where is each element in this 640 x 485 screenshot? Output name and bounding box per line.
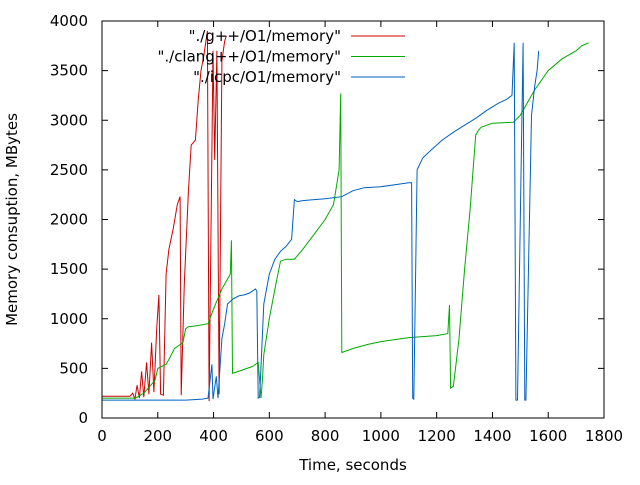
y-tick-label: 2000 [50,211,88,229]
x-tick-label: 400 [199,427,228,445]
x-tick-label: 1400 [473,427,511,445]
x-tick-label: 1200 [418,427,456,445]
series-line-0 [102,30,227,402]
x-tick-label: 800 [311,427,340,445]
y-tick-label: 3500 [50,62,88,80]
y-tick-label: 0 [78,409,88,427]
y-tick-label: 4000 [50,12,88,30]
x-tick-label: 1600 [529,427,567,445]
y-tick-label: 500 [59,359,88,377]
legend-label: "./g++/O1/memory" [189,27,341,45]
y-tick-label: 1500 [50,260,88,278]
series-line-2 [102,42,540,401]
series-line-1 [102,42,589,399]
y-axis-label: Memory consuption, MBytes [3,113,21,326]
legend: "./g++/O1/memory" "./clang++/O1/memory" ".… [157,27,405,86]
x-axis-label: Time, seconds [298,456,407,474]
series-layer [102,30,589,402]
x-tick-label: 0 [97,427,107,445]
y-tick-label: 1000 [50,310,88,328]
ticks-layer: 0 200 400 600 800 1000 1200 1400 1600 1800 0 500 100… [50,12,623,445]
x-tick-label: 1800 [585,427,623,445]
legend-label: "./clang++/O1/memory" [157,48,341,66]
y-tick-label: 2500 [50,161,88,179]
y-tick-label: 3000 [50,111,88,129]
plot-frame [101,20,605,419]
x-tick-label: 200 [143,427,172,445]
legend-label: "./icpc/O1/memory" [193,68,341,86]
x-tick-label: 600 [255,427,284,445]
x-tick-label: 1000 [362,427,400,445]
